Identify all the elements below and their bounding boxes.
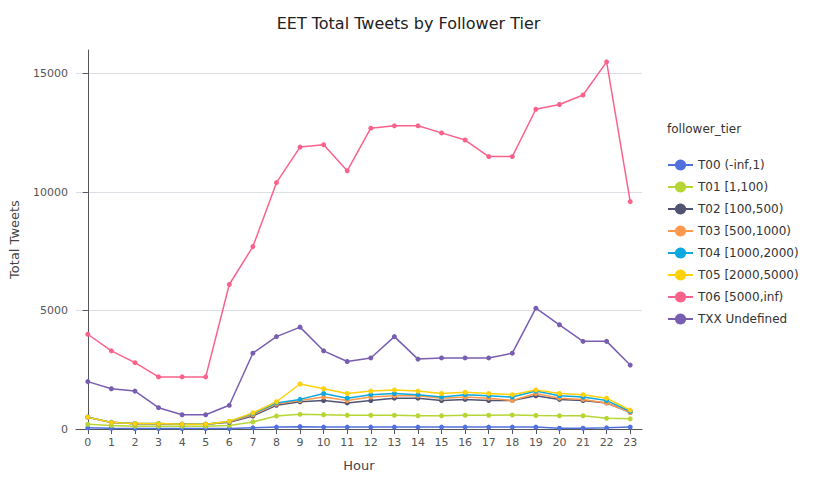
svg-text:20: 20 bbox=[552, 436, 566, 449]
svg-text:4: 4 bbox=[179, 436, 186, 449]
svg-text:0: 0 bbox=[84, 436, 91, 449]
svg-text:0: 0 bbox=[61, 423, 68, 436]
svg-text:12: 12 bbox=[364, 436, 378, 449]
svg-text:10000: 10000 bbox=[33, 186, 68, 199]
svg-text:15: 15 bbox=[435, 436, 449, 449]
svg-text:16: 16 bbox=[458, 436, 472, 449]
svg-text:follower_tier: follower_tier bbox=[667, 122, 741, 136]
svg-text:22: 22 bbox=[600, 436, 614, 449]
svg-text:8: 8 bbox=[273, 436, 280, 449]
svg-text:Hour: Hour bbox=[343, 458, 375, 473]
svg-text:T01 [1,100): T01 [1,100) bbox=[697, 180, 768, 194]
svg-text:5: 5 bbox=[202, 436, 209, 449]
svg-text:T04 [1000,2000): T04 [1000,2000) bbox=[697, 246, 799, 260]
svg-text:T06 [5000,inf): T06 [5000,inf) bbox=[697, 290, 783, 304]
svg-text:7: 7 bbox=[249, 436, 256, 449]
svg-text:5000: 5000 bbox=[40, 304, 68, 317]
svg-text:10: 10 bbox=[317, 436, 331, 449]
svg-text:EET Total Tweets by Follower T: EET Total Tweets by Follower Tier bbox=[277, 14, 541, 33]
svg-text:Total Tweets: Total Tweets bbox=[7, 200, 22, 280]
svg-text:T00 (-inf,1): T00 (-inf,1) bbox=[697, 158, 765, 172]
svg-text:23: 23 bbox=[623, 436, 637, 449]
svg-text:TXX Undefined: TXX Undefined bbox=[697, 312, 787, 326]
svg-text:18: 18 bbox=[505, 436, 519, 449]
svg-text:14: 14 bbox=[411, 436, 425, 449]
svg-text:6: 6 bbox=[226, 436, 233, 449]
svg-text:2: 2 bbox=[131, 436, 138, 449]
svg-text:T03 [500,1000): T03 [500,1000) bbox=[697, 224, 791, 238]
svg-text:T05 [2000,5000): T05 [2000,5000) bbox=[697, 268, 799, 282]
svg-text:13: 13 bbox=[387, 436, 401, 449]
svg-text:1: 1 bbox=[108, 436, 115, 449]
svg-text:9: 9 bbox=[297, 436, 304, 449]
svg-text:21: 21 bbox=[576, 436, 590, 449]
svg-text:17: 17 bbox=[482, 436, 496, 449]
svg-text:11: 11 bbox=[340, 436, 354, 449]
svg-text:19: 19 bbox=[529, 436, 543, 449]
svg-text:T02 [100,500): T02 [100,500) bbox=[697, 202, 783, 216]
svg-text:3: 3 bbox=[155, 436, 162, 449]
svg-text:15000: 15000 bbox=[33, 67, 68, 80]
